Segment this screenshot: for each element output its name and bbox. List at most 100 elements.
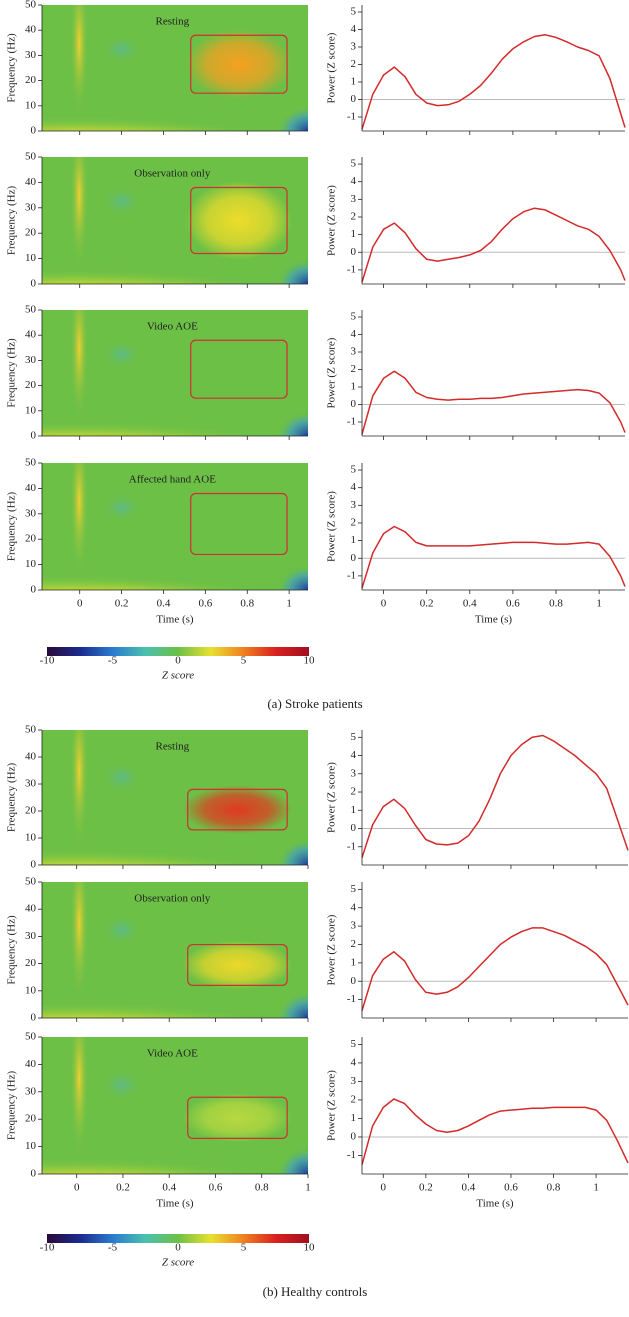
annotation: Observation only <box>134 168 211 180</box>
y-tick-label: 10 <box>25 404 37 416</box>
y-tick-label: 2 <box>351 363 357 375</box>
texture <box>100 33 144 65</box>
highlight-box <box>187 1096 288 1139</box>
y-tick-label: 3 <box>351 920 357 932</box>
colorbar-tick-label: 10 <box>304 1242 316 1254</box>
power-line <box>361 927 629 1011</box>
y-tick-label: 3 <box>351 193 357 205</box>
colorbar-tick-label: 0 <box>175 1242 181 1254</box>
highlight-blob <box>185 180 292 261</box>
highlight-blob <box>185 29 292 99</box>
x-tick-label: 1 <box>596 598 602 610</box>
y-tick-label: 0 <box>31 430 37 442</box>
y-tick-label: 20 <box>25 1113 37 1125</box>
y-tick-label: 2 <box>351 58 357 70</box>
highlight-box <box>190 492 288 556</box>
x-tick-label: 0.2 <box>115 598 129 610</box>
y-tick-label: 2 <box>351 517 357 529</box>
annotation: Resting <box>156 16 190 28</box>
y-tick-label: 50 <box>25 0 37 11</box>
spectrogram-image <box>42 1037 308 1174</box>
highlight-box <box>187 788 288 831</box>
y-tick-label: 20 <box>25 74 37 86</box>
caption: (a) Stroke patients <box>267 696 362 711</box>
texture <box>69 157 89 272</box>
x-tick-label: 0.2 <box>116 1182 130 1194</box>
y-axis-label: Frequency (Hz) <box>6 1071 18 1141</box>
x-tick-label: 0.2 <box>419 1182 433 1194</box>
y-tick-label: 4 <box>351 749 357 761</box>
y-tick-label: 0 <box>351 93 357 105</box>
colorbar-tick-label: 5 <box>241 655 247 667</box>
y-tick-label: 20 <box>25 957 37 969</box>
y-tick-label: 4 <box>351 23 357 35</box>
y-tick-label: 3 <box>351 767 357 779</box>
y-tick-label: 1 <box>351 804 357 816</box>
colorbar-tick-label: 10 <box>304 655 316 667</box>
y-tick-label: 0 <box>31 584 37 596</box>
texture <box>100 492 144 523</box>
x-tick-label: 0 <box>74 1182 80 1194</box>
y-tick-label: 50 <box>25 1031 37 1043</box>
x-tick-label: 0.2 <box>420 598 434 610</box>
power-line <box>361 734 629 858</box>
spectrogram-image <box>42 310 308 436</box>
texture <box>69 882 89 1005</box>
x-tick-label: 1 <box>593 1182 599 1194</box>
y-tick-label: 2 <box>351 938 357 950</box>
y-tick-label: 2 <box>351 211 357 223</box>
texture <box>276 258 308 284</box>
y-tick-label: 50 <box>25 304 37 316</box>
y-axis-label: Frequency (Hz) <box>6 763 18 833</box>
x-tick-label: 0.6 <box>209 1182 223 1194</box>
y-tick-label: 0 <box>351 246 357 258</box>
annotation: Resting <box>156 741 190 753</box>
texture <box>276 1146 308 1174</box>
y-tick-label: 50 <box>25 724 37 736</box>
x-tick-label: 1 <box>305 1182 311 1194</box>
spectrogram-image <box>42 730 308 865</box>
y-tick-label: 30 <box>25 1085 37 1097</box>
y-axis-label: Power (Z score) <box>326 491 338 562</box>
power-line <box>361 525 626 589</box>
x-tick-label: 0.6 <box>504 1182 518 1194</box>
y-tick-label: 40 <box>25 903 37 915</box>
y-tick-label: 40 <box>25 24 37 36</box>
power-line <box>361 1098 629 1165</box>
y-tick-label: -1 <box>347 111 356 123</box>
y-tick-label: 10 <box>25 1140 37 1152</box>
y-tick-label: 5 <box>351 731 357 743</box>
annotation: Affected hand AOE <box>129 474 216 486</box>
x-tick-label: 1 <box>286 598 292 610</box>
y-tick-label: 20 <box>25 227 37 239</box>
y-tick-label: 10 <box>25 832 37 844</box>
y-tick-label: 0 <box>351 398 357 410</box>
y-tick-label: -1 <box>347 840 356 852</box>
y-tick-label: 1 <box>351 381 357 393</box>
spectrogram-image <box>42 882 308 1018</box>
y-tick-label: 40 <box>25 751 37 763</box>
y-tick-label: 40 <box>25 176 37 188</box>
y-tick-label: 4 <box>351 175 357 187</box>
highlight-blob <box>182 785 293 834</box>
spectrogram-image <box>42 157 308 284</box>
y-tick-label: 0 <box>351 552 357 564</box>
caption: (b) Healthy controls <box>263 1284 368 1299</box>
colorbar <box>47 1234 309 1243</box>
colorbar-tick-label: -5 <box>108 1242 118 1254</box>
y-tick-label: 5 <box>351 6 357 18</box>
y-tick-label: 3 <box>351 1075 357 1087</box>
y-tick-label: 30 <box>25 201 37 213</box>
y-tick-label: 30 <box>25 930 37 942</box>
texture <box>276 410 308 436</box>
y-tick-label: 10 <box>25 99 37 111</box>
texture <box>100 1068 144 1102</box>
y-tick-label: 1 <box>351 956 357 968</box>
texture <box>100 186 144 217</box>
y-tick-label: 20 <box>25 379 37 391</box>
x-tick-label: 0.6 <box>198 598 212 610</box>
highlight-box <box>187 943 288 986</box>
y-tick-label: 1 <box>351 76 357 88</box>
y-tick-label: -1 <box>347 263 356 275</box>
y-tick-label: 40 <box>25 329 37 341</box>
